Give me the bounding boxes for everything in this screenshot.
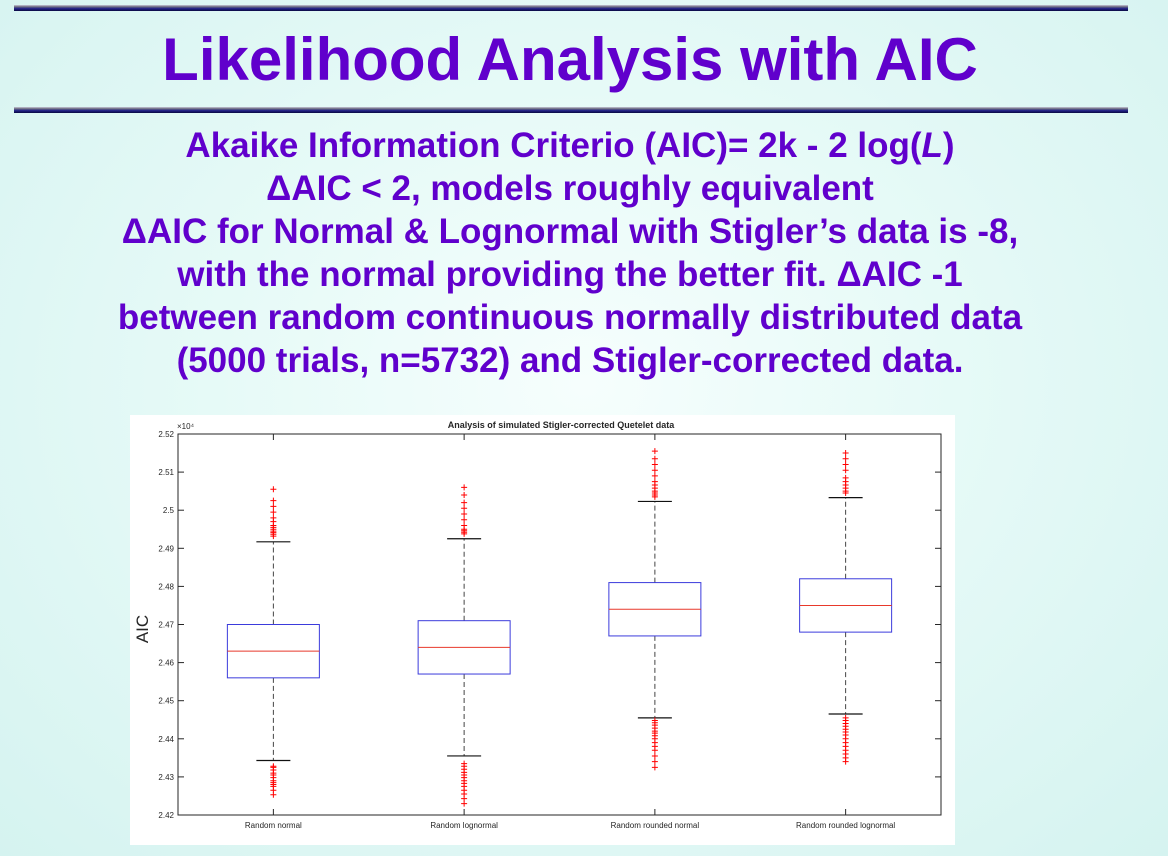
y-axis-label: AIC (133, 615, 152, 643)
outlier-marker (270, 503, 277, 510)
chart-title: Analysis of simulated Stigler-corrected … (448, 420, 676, 430)
boxplot-chart: Analysis of simulated Stigler-corrected … (130, 415, 955, 845)
y-tick-label: 2.45 (158, 697, 174, 706)
outlier-marker (461, 505, 468, 512)
x-tick-label: Random rounded lognormal (796, 821, 895, 830)
outlier-marker (842, 450, 849, 457)
y-exponent-label: ×10⁴ (177, 422, 195, 431)
outlier-marker (842, 467, 849, 474)
y-axis: 2.42 2.43 2.44 2.45 2.46 2.47 2.48 2.49 2.5 2.51 2… (158, 430, 941, 820)
outlier-marker (270, 497, 277, 504)
outlier-marker (461, 511, 468, 518)
body-line-3: ΔAIC for Normal & Lognormal with Stigler… (121, 212, 1019, 251)
box-series (226, 448, 893, 807)
x-tick-label: Random rounded normal (611, 821, 700, 830)
body-line-6: (5000 trials, n=5732) and Stigler-correc… (176, 341, 964, 380)
outlier-marker (651, 461, 658, 468)
top-divider-rule (14, 5, 1128, 11)
y-tick-label: 2.44 (158, 735, 174, 744)
outlier-marker (461, 760, 468, 767)
y-tick-label: 2.43 (158, 773, 174, 782)
body-line-2: ΔAIC < 2, models roughly equivalent (266, 169, 874, 208)
outlier-marker (270, 509, 277, 516)
outlier-marker (842, 461, 849, 468)
outlier-marker (651, 455, 658, 462)
body-line-4: with the normal providing the better fit… (177, 255, 963, 294)
outlier-marker (651, 448, 658, 455)
box-group (608, 448, 702, 771)
y-tick-label: 2.42 (158, 811, 174, 820)
outlier-marker (842, 455, 849, 462)
boxplot-svg: Analysis of simulated Stigler-corrected … (133, 420, 942, 830)
outlier-marker (651, 472, 658, 479)
outlier-marker (270, 486, 277, 493)
x-tick-label: Random lognormal (430, 821, 498, 830)
x-axis: Random normal Random lognormal Random roun… (245, 434, 895, 830)
outlier-marker (461, 516, 468, 523)
body-line-5: between random continuous normally distr… (117, 298, 1023, 337)
outlier-marker (461, 522, 468, 529)
y-tick-label: 2.48 (158, 582, 174, 591)
y-tick-label: 2.51 (158, 468, 174, 477)
outlier-marker (842, 714, 849, 721)
bottom-divider-rule (14, 107, 1128, 113)
y-tick-label: 2.46 (158, 659, 174, 668)
outlier-marker (270, 514, 277, 521)
outlier-marker (461, 484, 468, 491)
outlier-marker (461, 491, 468, 498)
outlier-marker (461, 499, 468, 506)
outlier-marker (651, 467, 658, 474)
y-tick-label: 2.49 (158, 544, 174, 553)
outlier-marker (651, 752, 658, 759)
outlier-marker (270, 763, 277, 770)
slide-body: Akaike Information Criterio (AIC)= 2k - … (0, 124, 1140, 382)
outlier-marker (651, 764, 658, 771)
y-tick-label: 2.47 (158, 621, 174, 630)
y-tick-label: 2.52 (158, 430, 174, 439)
box-group (799, 450, 893, 765)
outlier-marker (842, 474, 849, 481)
body-line-1: Akaike Information Criterio (AIC)= 2k - … (0, 124, 1140, 167)
slide-title: Likelihood Analysis with AIC (162, 26, 978, 93)
outlier-marker (651, 758, 658, 765)
body-line-1-tail: ) (942, 126, 955, 165)
body-line-1-text: Akaike Information Criterio (AIC)= 2k - … (185, 126, 922, 165)
body-line-1-italic: L (921, 126, 943, 165)
y-tick-label: 2.5 (163, 506, 175, 515)
outlier-marker (651, 717, 658, 724)
box-group (226, 486, 320, 798)
outlier-marker (651, 478, 658, 485)
box-group (417, 484, 511, 807)
x-tick-label: Random normal (245, 821, 302, 830)
